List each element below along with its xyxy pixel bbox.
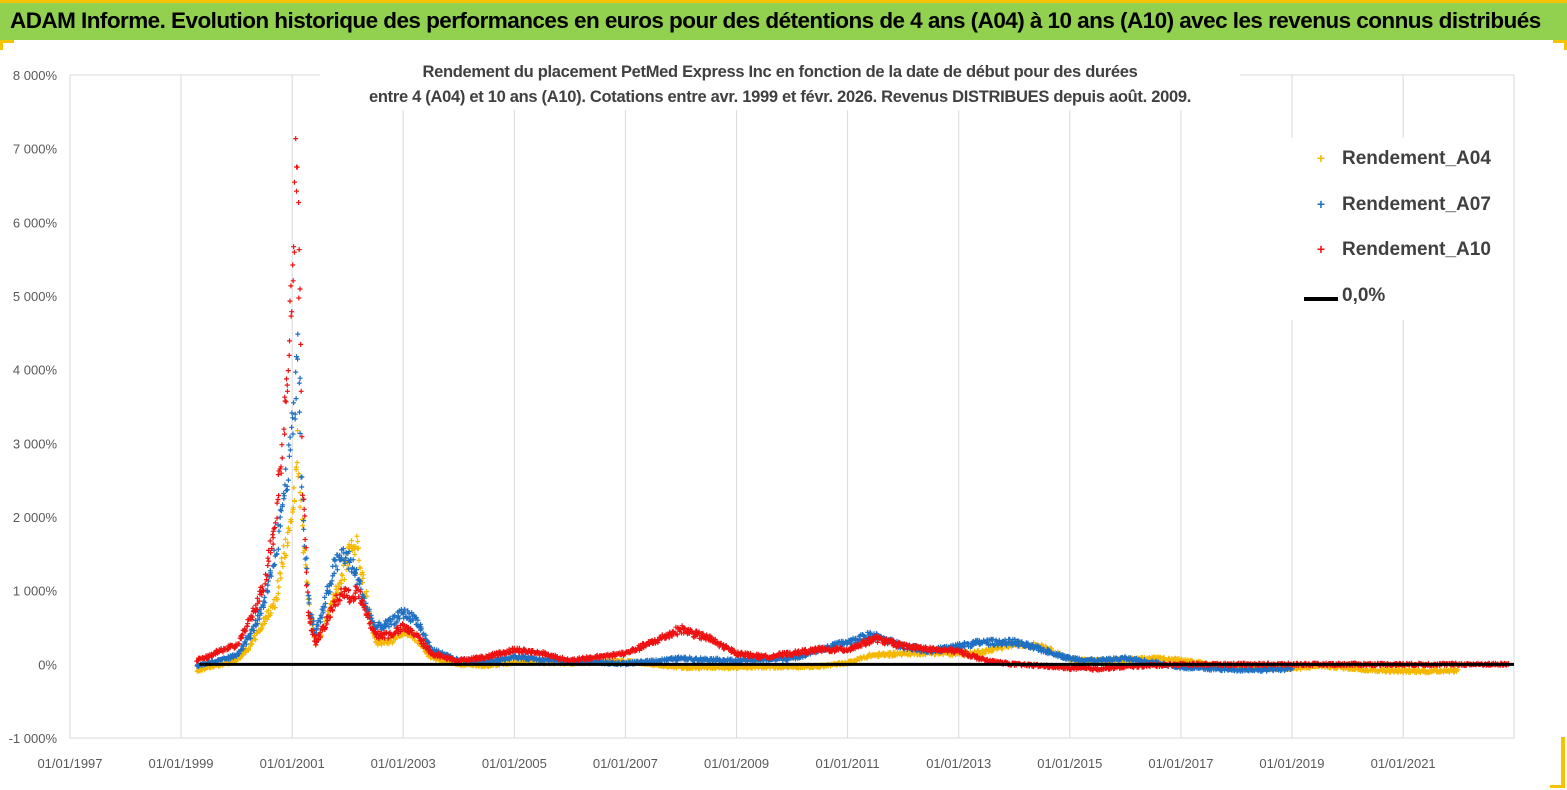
chart-series [194, 136, 1514, 676]
legend-label-a10: Rendement_A10 [1342, 239, 1491, 260]
legend-item-a10: + Rendement_A10 [1290, 239, 1500, 265]
report-banner: ADAM Informe. Evolution historique des p… [0, 0, 1567, 40]
chart-legend: + Rendement_A04 + Rendement_A07 + Rendem… [1290, 138, 1500, 320]
series-markers [194, 331, 1295, 674]
legend-marker-a07: + [1316, 196, 1326, 212]
legend-marker-zero [1304, 297, 1338, 301]
x-tick-label: 01/01/2015 [1037, 756, 1102, 771]
y-tick-label: 1 000% [13, 584, 58, 599]
x-tick-label: 01/01/2017 [1148, 756, 1213, 771]
frame-corner-right-bottom [1561, 737, 1565, 787]
x-tick-label: 01/01/2005 [482, 756, 547, 771]
y-tick-label: 5 000% [13, 289, 58, 304]
banner-corner-left-top [0, 40, 14, 43]
y-tick-label: 3 000% [13, 436, 58, 451]
banner-corner-right-side [1564, 40, 1567, 50]
legend-item-a04: + Rendement_A04 [1290, 148, 1500, 174]
x-tick-label: 01/01/2021 [1371, 756, 1436, 771]
legend-marker-a04: + [1316, 150, 1326, 166]
chart-title: Rendement du placement PetMed Express In… [320, 60, 1240, 110]
x-tick-label: 01/01/2007 [593, 756, 658, 771]
y-tick-label: 8 000% [13, 68, 58, 83]
chart-title-line-1: Rendement du placement PetMed Express In… [422, 63, 1138, 81]
legend-item-a07: + Rendement_A07 [1290, 194, 1500, 220]
x-tick-label: 01/01/2009 [704, 756, 769, 771]
banner-corner-right-top [1553, 40, 1567, 43]
y-tick-label: -1 000% [9, 731, 58, 746]
legend-marker-a10: + [1316, 241, 1326, 257]
report-title: ADAM Informe. Evolution historique des p… [10, 8, 1541, 33]
x-tick-label: 01/01/2011 [816, 756, 880, 771]
chart-ticks: 01/01/1997 01/01/1999 01/01/2001 01/01/2003… [9, 68, 1436, 771]
y-tick-label: 7 000% [13, 142, 58, 157]
x-tick-label: 01/01/2001 [260, 756, 325, 771]
y-tick-label: 0% [38, 657, 57, 672]
series-rendement-a07 [194, 331, 1295, 674]
x-tick-label: 01/01/1999 [148, 756, 213, 771]
legend-item-zero: 0,0% [1290, 285, 1500, 311]
y-tick-label: 2 000% [13, 510, 58, 525]
chart-title-line-2: entre 4 (A04) et 10 ans (A10). Cotations… [369, 88, 1191, 106]
x-tick-label: 01/01/2013 [926, 756, 991, 771]
legend-label-a04: Rendement_A04 [1342, 148, 1491, 169]
legend-label-zero: 0,0% [1342, 285, 1386, 306]
frame-corner-right-bottom-foot [1550, 785, 1565, 788]
x-tick-label: 01/01/2019 [1259, 756, 1324, 771]
x-tick-label: 01/01/1997 [37, 756, 102, 771]
y-tick-label: 4 000% [13, 363, 58, 378]
y-tick-label: 6 000% [13, 215, 58, 230]
x-tick-label: 01/01/2003 [371, 756, 436, 771]
legend-label-a07: Rendement_A07 [1342, 194, 1491, 215]
banner-corner-left-side [0, 40, 3, 50]
